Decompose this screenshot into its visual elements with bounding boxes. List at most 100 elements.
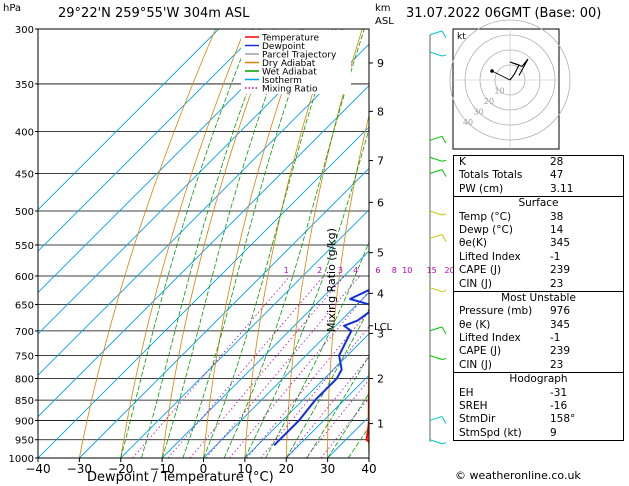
- x-tick-label: 20: [279, 462, 294, 476]
- y-tick-label: 850: [15, 396, 34, 407]
- index-label: K: [459, 156, 466, 168]
- y-tick-label: 650: [15, 301, 34, 312]
- km-tick-label: 4: [377, 287, 384, 300]
- mixing-ratio-line: [132, 275, 291, 458]
- index-value: 976: [550, 305, 571, 318]
- isotherm-line: [38, 29, 344, 335]
- index-label: Lifted Index: [459, 332, 521, 345]
- x-axis-title: Dewpoint / Temperature (°C): [87, 470, 274, 485]
- hpa-label: hPa: [3, 3, 22, 14]
- index-value: -1: [550, 250, 561, 263]
- credit-text: © weatheronline.co.uk: [455, 469, 581, 482]
- storm-motion-marker: [490, 69, 494, 73]
- hodograph-frame: [452, 28, 560, 150]
- index-label: θe(K): [459, 237, 487, 250]
- most-unstable-section: Most Unstable Pressure (mb) 976 θe (K) 345 L…: [454, 290, 623, 372]
- storm-motion-vector: [491, 70, 511, 81]
- y-tick-label: 1000: [9, 454, 34, 465]
- hodograph-ring-label: 30: [473, 108, 483, 117]
- index-row: StmSpd (kt) 9: [454, 427, 623, 440]
- index-value: 28: [550, 156, 564, 168]
- wind-barb: [429, 135, 443, 141]
- x-tick-label: −30: [67, 462, 92, 476]
- y-tick-label: 300: [15, 25, 34, 36]
- hodograph-params-title: Hodograph: [509, 373, 568, 386]
- index-value: 158°: [550, 413, 576, 426]
- wind-barb-flag: [441, 159, 447, 162]
- index-value: 345: [550, 318, 571, 331]
- index-value: -16: [550, 400, 568, 413]
- index-label: Temp (°C): [459, 210, 512, 223]
- index-row: CIN (J) 23: [454, 359, 623, 372]
- index-value: 345: [550, 237, 571, 250]
- index-row: Totals Totals 47: [454, 169, 623, 182]
- mixing-ratio-line: [246, 310, 369, 458]
- y-tick-label: 600: [15, 272, 34, 283]
- index-label: Pressure (mb): [459, 305, 533, 318]
- indices-top: K 28 Totals Totals 47 PW (cm) 3.11: [454, 156, 623, 196]
- index-value: 38: [550, 210, 564, 223]
- index-value: 23: [550, 358, 564, 371]
- index-label: CIN (J): [459, 358, 492, 371]
- isotherm-line: [38, 84, 369, 418]
- wet-adiabat-line: [141, 29, 272, 458]
- dry-adiabat-line: [244, 29, 334, 458]
- legend-box: [241, 30, 351, 94]
- km-tick-label: 5: [377, 247, 384, 260]
- index-row: SREH -16: [454, 400, 623, 413]
- wind-barb: [429, 233, 443, 239]
- km-label: km: [375, 3, 391, 14]
- lcl-label: LCL: [374, 322, 393, 333]
- index-value: -1: [550, 332, 561, 345]
- wind-barb: [429, 326, 443, 332]
- km-tick-label: 3: [377, 327, 384, 340]
- index-value: 23: [550, 277, 564, 290]
- km-tick-label: 8: [377, 105, 384, 118]
- index-value: 3.11: [550, 182, 574, 195]
- mixing-ratio-line: [189, 275, 345, 458]
- wet-adiabat-line: [223, 29, 365, 458]
- legend-label: Mixing Ratio: [262, 85, 318, 95]
- index-row: CAPE (J) 239: [454, 345, 623, 358]
- wind-barb-flag: [441, 326, 447, 335]
- y-tick-label: 800: [15, 374, 34, 385]
- mixing-ratio-label: 1: [284, 266, 289, 275]
- km-tick-label: 9: [377, 57, 384, 70]
- x-tick-label: −40: [25, 462, 50, 476]
- wind-barb: [429, 51, 443, 57]
- wind-barb-flag: [441, 358, 447, 360]
- legend-label: Parcel Trajectory: [262, 51, 337, 61]
- km-tick-label: 1: [377, 418, 384, 431]
- wind-barb-flag: [441, 416, 447, 424]
- x-tick-label: 10: [237, 462, 252, 476]
- index-label: PW (cm): [459, 182, 504, 195]
- mixing-ratio-axis-title: Mixing Ratio (g/kg): [325, 228, 338, 332]
- isotherm-line: [244, 333, 369, 458]
- index-row: K 28: [454, 156, 623, 169]
- index-label: CAPE (J): [459, 264, 502, 277]
- index-row: Lifted Index -1: [454, 332, 623, 345]
- index-row: PW (cm) 3.11: [454, 183, 623, 196]
- index-value: -31: [550, 386, 568, 399]
- index-value: 9: [550, 426, 557, 439]
- isotherm-line: [161, 250, 369, 458]
- indices-panel: K 28 Totals Totals 47 PW (cm) 3.11 Surface Te…: [453, 155, 624, 442]
- legend-label: Wet Adiabat: [262, 68, 317, 78]
- index-row: EH -31: [454, 387, 623, 400]
- hodograph-unit-label: kt: [457, 32, 466, 42]
- wet-adiabat-line: [161, 29, 291, 458]
- wind-barb: [429, 355, 443, 360]
- wet-adiabat-line: [285, 308, 369, 458]
- x-tick-label: 40: [361, 462, 376, 476]
- index-value: 14: [550, 223, 564, 236]
- km-tick-label: 2: [377, 372, 384, 385]
- x-tick-label: 30: [320, 462, 335, 476]
- y-tick-label: 350: [15, 80, 34, 91]
- index-value: 239: [550, 264, 571, 277]
- wind-barb-flag: [441, 136, 447, 144]
- legend-label: Dry Adiabat: [262, 59, 316, 69]
- wind-barb: [429, 210, 443, 216]
- index-label: StmSpd (kt): [459, 426, 522, 439]
- mixing-ratio-line: [167, 275, 324, 458]
